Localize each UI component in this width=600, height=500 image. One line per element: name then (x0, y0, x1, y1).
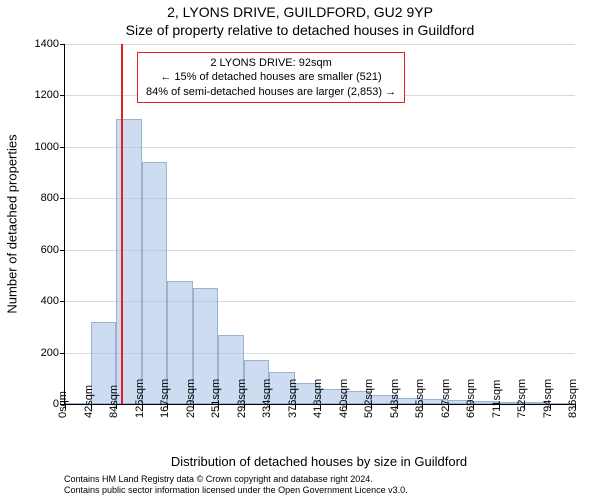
annotation-box: 2 LYONS DRIVE: 92sqm ← 15% of detached h… (137, 52, 405, 103)
y-tick (60, 95, 65, 96)
annotation-line1: 2 LYONS DRIVE: 92sqm (146, 56, 396, 70)
gridline (65, 147, 575, 148)
y-tick-label: 1000 (3, 141, 59, 153)
property-marker-line (121, 44, 123, 404)
annotation-line2: ← 15% of detached houses are smaller (52… (146, 70, 396, 84)
histogram-bar (116, 119, 142, 404)
y-tick (60, 147, 65, 148)
chart-title-line2: Size of property relative to detached ho… (0, 22, 600, 38)
y-tick (60, 353, 65, 354)
annotation-line3: 84% of semi-detached houses are larger (… (146, 85, 396, 99)
y-tick (60, 198, 65, 199)
y-tick (60, 301, 65, 302)
footer: Contains HM Land Registry data © Crown c… (64, 474, 408, 496)
y-tick-label: 800 (3, 192, 59, 204)
footer-line1: Contains HM Land Registry data © Crown c… (64, 474, 408, 485)
y-tick-label: 600 (3, 244, 59, 256)
gridline (65, 44, 575, 45)
histogram-bar (142, 162, 168, 404)
y-axis-title: Number of detached properties (5, 134, 20, 313)
x-axis-title: Distribution of detached houses by size … (64, 454, 574, 469)
y-tick-label: 1400 (3, 38, 59, 50)
plot-area: 02004006008001000120014000sqm42sqm84sqm1… (64, 44, 575, 405)
y-tick (60, 44, 65, 45)
y-tick-label: 200 (3, 347, 59, 359)
y-tick (60, 250, 65, 251)
footer-line2: Contains public sector information licen… (64, 485, 408, 496)
y-tick-label: 0 (3, 398, 59, 410)
chart-title-line1: 2, LYONS DRIVE, GUILDFORD, GU2 9YP (0, 4, 600, 20)
y-tick-label: 1200 (3, 89, 59, 101)
y-tick-label: 400 (3, 295, 59, 307)
chart-container: 2, LYONS DRIVE, GUILDFORD, GU2 9YP Size … (0, 0, 600, 500)
